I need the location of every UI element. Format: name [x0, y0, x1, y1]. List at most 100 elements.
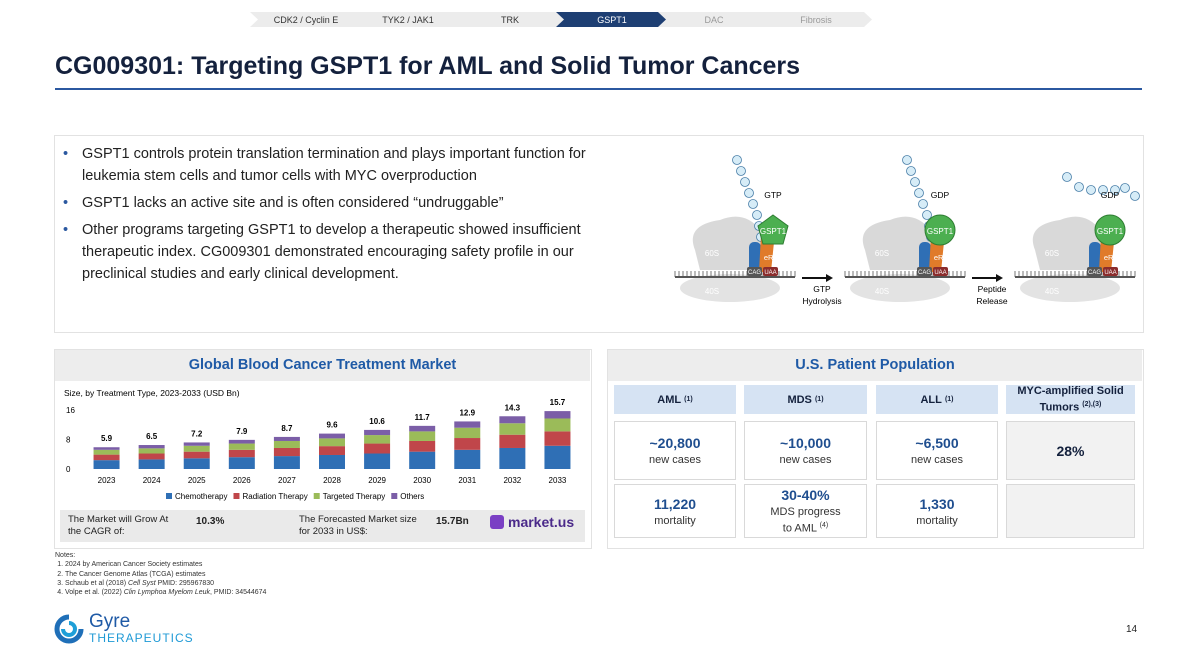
header-cell: MYC-amplified Solid Tumors (2),(3) [1006, 385, 1135, 415]
y-tick-label: 0 [66, 465, 71, 474]
notes: Notes: 2024 by American Cancer Society e… [55, 551, 266, 597]
state-label: GTP [764, 190, 782, 200]
large-subunit: 60S [875, 249, 889, 258]
bullet: GSPT1 controls protein translation termi… [56, 143, 636, 187]
gspt1-label: GSPT1 [927, 227, 954, 236]
bar-segment [273, 440, 300, 448]
bar-segment [454, 449, 481, 469]
legend-swatch [313, 493, 320, 499]
column-header: AML (1) [614, 385, 736, 414]
total-label: 15.7 [550, 398, 566, 407]
total-label: 5.9 [101, 434, 113, 443]
cell-value: 28% [1056, 442, 1085, 459]
codon-box [917, 267, 932, 276]
bar-segment [544, 431, 571, 446]
x-tick-label: 2023 [98, 476, 116, 485]
ribosome-60s [692, 216, 767, 270]
chart-subtitle: Size, by Treatment Type, 2023-2033 (USD … [64, 388, 240, 398]
legend-swatch [166, 493, 172, 499]
nav-label: TRK [501, 15, 519, 25]
source-logo-mark [490, 515, 504, 529]
nav-bar: CDK2 / Cyclin E TYK2 / JAK1 TRK GSPT1 DAC Fib… [250, 12, 872, 27]
nav-tab [658, 12, 770, 27]
x-tick-label: 2033 [549, 476, 567, 485]
nav-label: CDK2 / Cyclin E [274, 15, 339, 25]
footnote-ref: (2),(3) [1082, 400, 1102, 408]
y-tick-label: 16 [66, 406, 75, 415]
note: 2024 by American Cancer Society estimate… [65, 560, 266, 569]
bar-segment [409, 451, 436, 469]
title-rule [55, 88, 1142, 90]
cell-sub: mortality [654, 514, 696, 527]
header-text: MYC-amplified Solid Tumors [1017, 384, 1124, 414]
bar-segment [499, 434, 526, 448]
bar-segment [499, 416, 526, 424]
population-heading: U.S. Patient Population [608, 350, 1142, 381]
nav-label: GSPT1 [597, 15, 627, 25]
bar-segment [228, 443, 255, 450]
erf1-label: eRF1 [764, 253, 782, 262]
notes-heading: Notes: [55, 552, 76, 559]
legend-label: Chemotherapy [175, 492, 227, 501]
peptide-bead [1110, 185, 1120, 195]
large-subunit: 60S [705, 249, 719, 258]
bar-segment [183, 442, 210, 446]
cell-value: 1,330 [919, 495, 955, 512]
note-journal: Cell Syst [128, 579, 156, 587]
total-label: 7.2 [191, 429, 203, 438]
peptide-bead [1120, 183, 1130, 193]
nav-label: TYK2 / JAK1 [382, 15, 434, 25]
peptide-bead [1130, 191, 1140, 201]
x-tick-label: 2026 [233, 476, 251, 485]
peptide-bead [752, 210, 762, 220]
nav-tab [454, 12, 566, 27]
x-tick-label: 2031 [458, 476, 476, 485]
bar-segment [409, 425, 436, 432]
bar-segment [228, 449, 255, 458]
codon: UAA [764, 270, 776, 276]
x-tick-label: 2030 [413, 476, 431, 485]
bar-segment [93, 454, 120, 461]
step-arrowhead [826, 274, 833, 282]
peptide-bead [1086, 185, 1096, 195]
legend-label: Others [400, 492, 424, 501]
bar-segment [138, 445, 165, 449]
bar-segment [454, 421, 481, 428]
bar-segment [544, 411, 571, 419]
empty-cell [1006, 484, 1135, 538]
nav-tab [556, 12, 668, 27]
codon-box [1087, 267, 1102, 276]
trna [1089, 242, 1101, 272]
x-tick-label: 2028 [323, 476, 341, 485]
bar-segment [93, 460, 120, 469]
bar-segment [364, 453, 391, 469]
state-label: GDP [1101, 190, 1120, 200]
total-label: 8.7 [281, 424, 293, 433]
forecast-label: The Forecasted Market size for 2033 in U… [299, 514, 417, 537]
codon-box [763, 267, 778, 276]
page-number: 14 [1126, 624, 1138, 635]
bar-segment [544, 445, 571, 469]
cell-value: ~10,000 [780, 435, 831, 451]
market-panel [54, 349, 592, 549]
peptide-bead [1062, 172, 1072, 182]
note: Schaub et al (2018) Cell Syst PMID: 2959… [65, 579, 266, 588]
legend-swatch [391, 493, 398, 499]
peptide-bead [914, 188, 924, 198]
table-cell: ~20,800 new cases [614, 421, 736, 480]
legend-swatch [233, 493, 240, 499]
step-arrowhead [996, 274, 1003, 282]
peptide-bead [740, 177, 750, 187]
nav-label: Fibrosis [800, 15, 832, 25]
ribosome-60s [1032, 216, 1107, 270]
gspt1-shape [757, 214, 789, 245]
peptide-bead [1074, 182, 1084, 192]
cagr-value: 10.3% [196, 516, 225, 527]
footnote-ref: (1) [814, 396, 824, 403]
table-cell: 28% [1006, 421, 1135, 480]
note: Volpe et al. (2022) Clin Lymphoa Myelom … [65, 588, 266, 597]
trna [749, 242, 761, 272]
step-label: GTP [813, 284, 831, 294]
bar-segment [319, 433, 345, 439]
bar-segment [273, 456, 300, 469]
